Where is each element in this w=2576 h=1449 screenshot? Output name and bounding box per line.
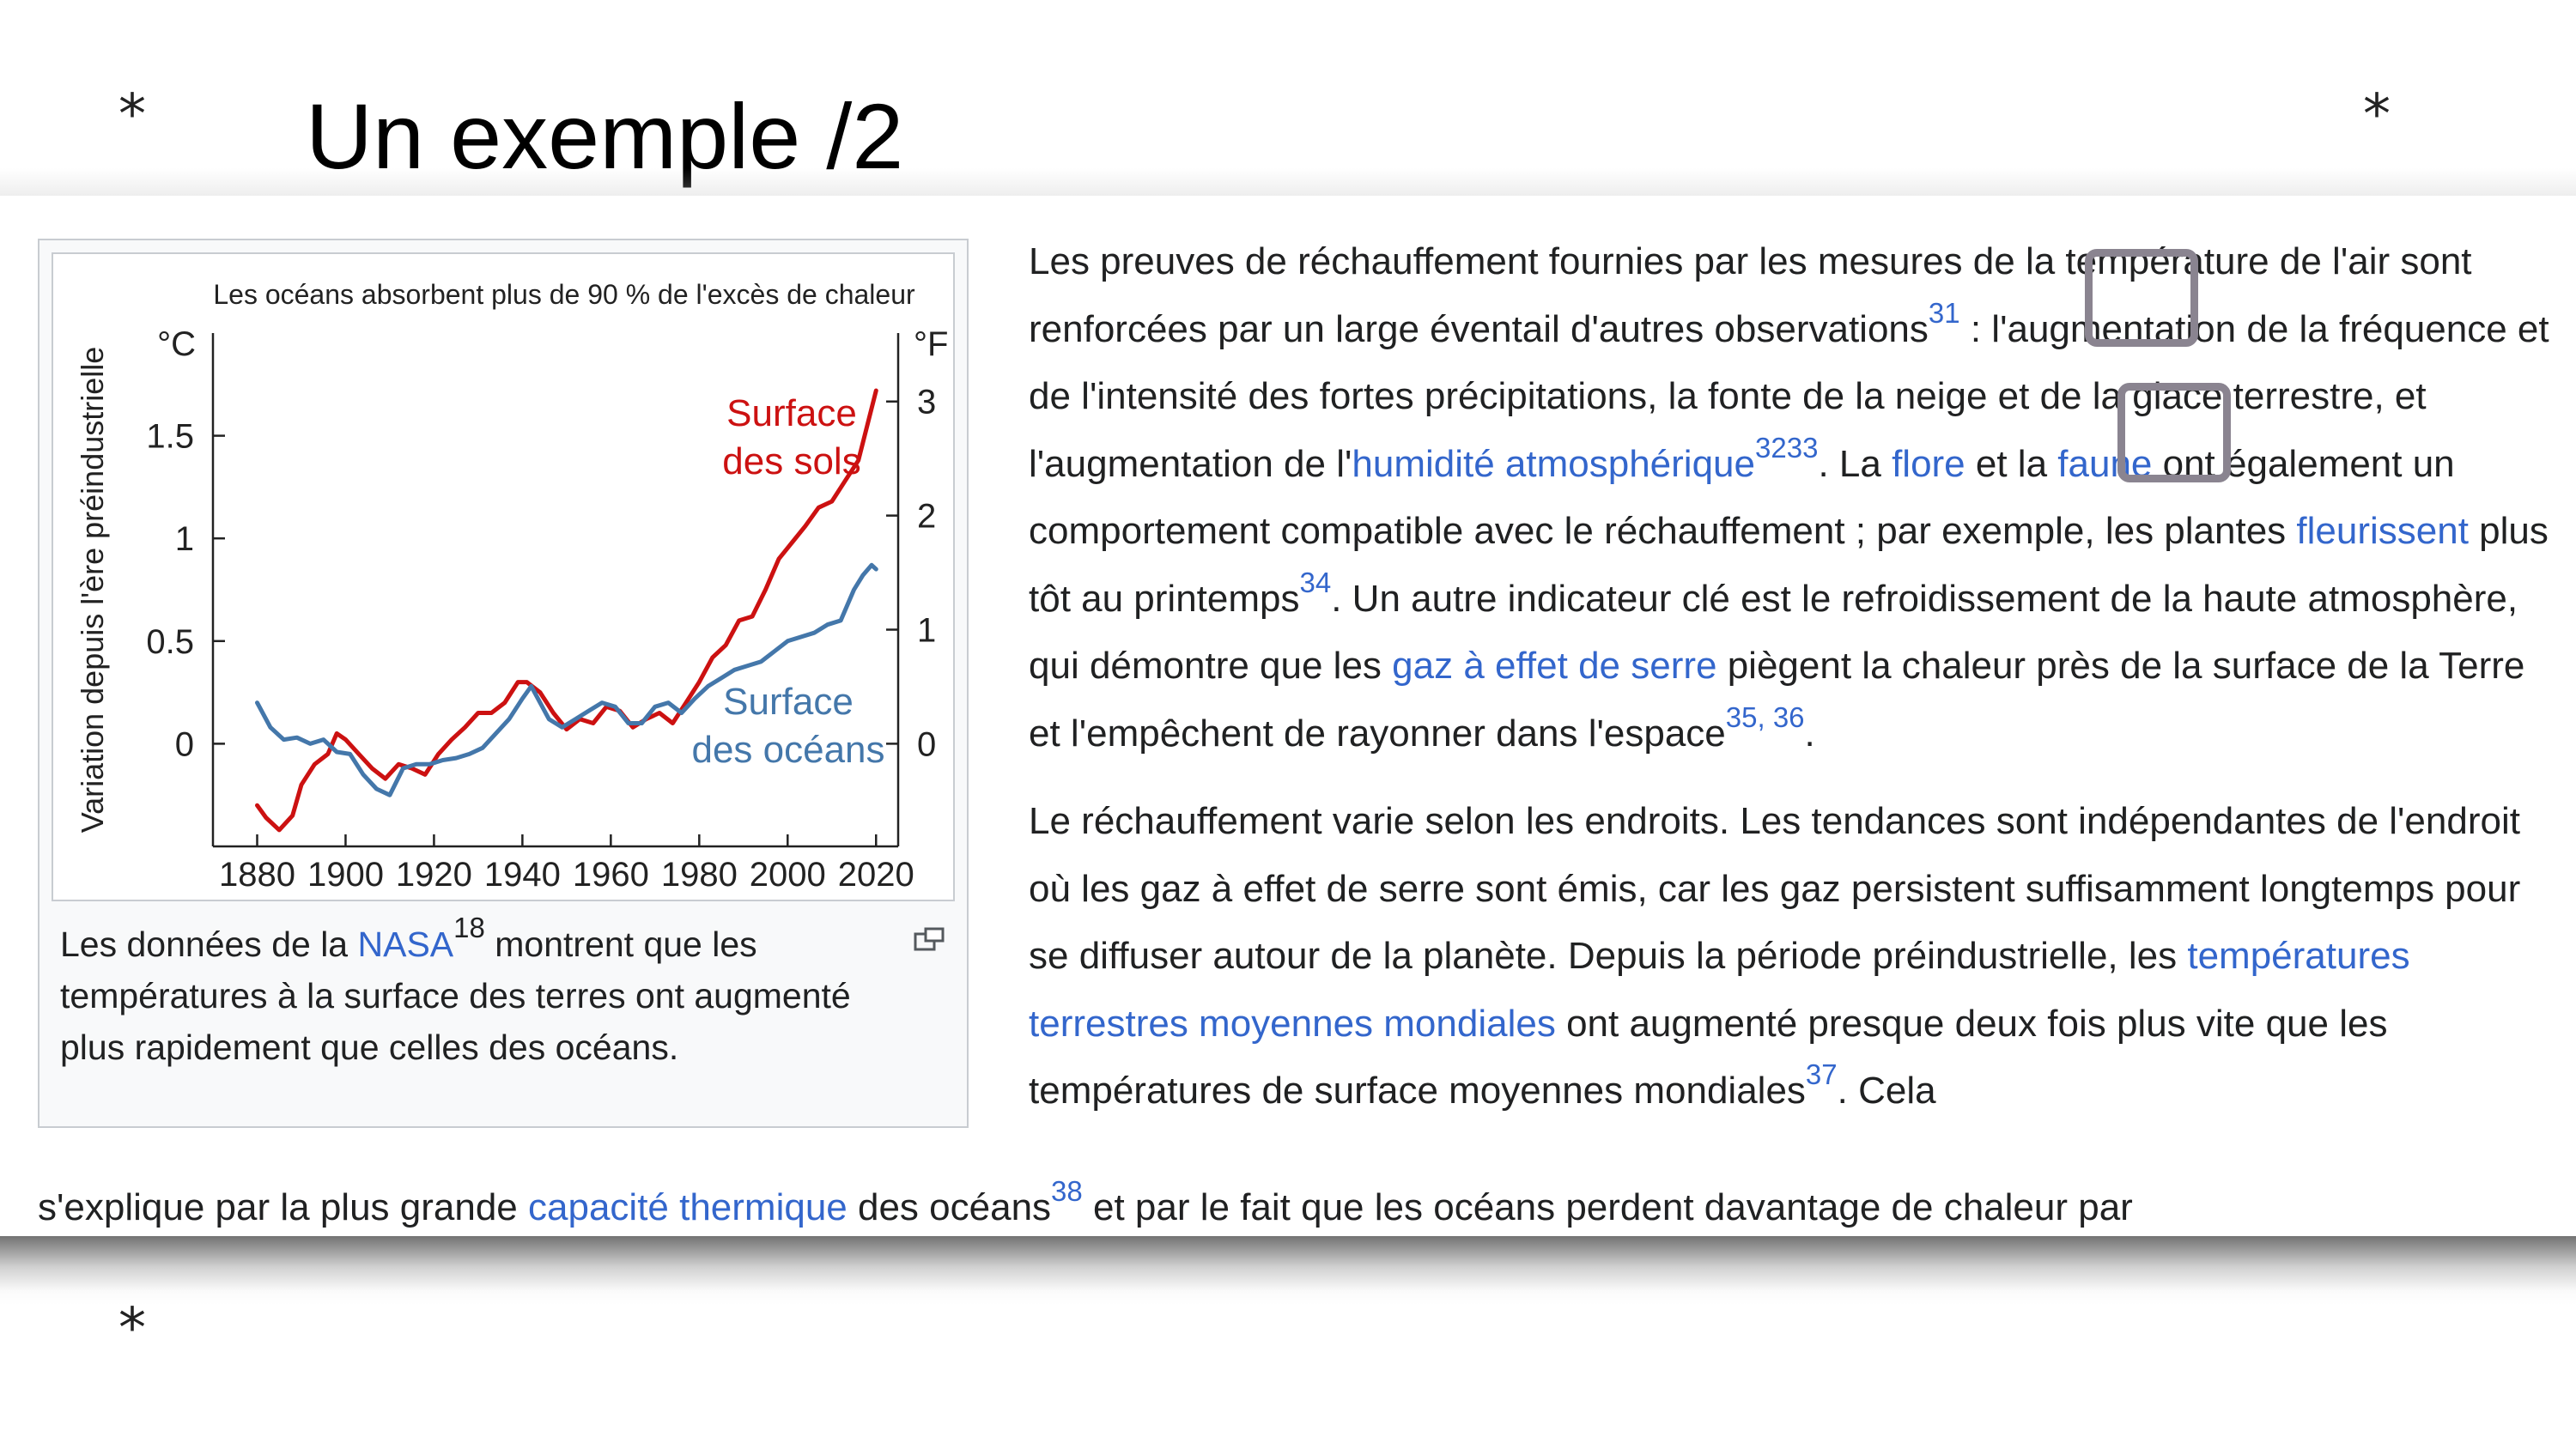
series-label-sols-line1: Surface bbox=[726, 392, 857, 434]
x-tick-label: 1980 bbox=[661, 856, 738, 894]
y-tick-label-right: 0 bbox=[917, 725, 936, 763]
reference-33[interactable]: 33 bbox=[1786, 431, 1819, 464]
caption-text: Les données de la bbox=[60, 925, 358, 964]
paragraph-text: . Un autre indicateur clé est le refroid… bbox=[1029, 577, 2518, 688]
series-label-oceans-line1: Surface bbox=[723, 681, 854, 723]
slide-title: Un exemple /2 bbox=[306, 84, 904, 188]
x-tick-label: 1920 bbox=[396, 856, 472, 894]
paragraph-text: s'explique par la plus grande bbox=[38, 1186, 528, 1228]
y-tick-label-left: 0 bbox=[175, 725, 194, 763]
figure-caption: Les données de la NASA18 montrent que le… bbox=[60, 913, 919, 1073]
reference-32[interactable]: 32 bbox=[1755, 431, 1787, 464]
paragraph-text: . La bbox=[1818, 442, 1893, 485]
y-unit-left: °C bbox=[157, 325, 196, 363]
nasa-link[interactable]: NASA bbox=[357, 925, 454, 964]
paragraph-text: plus tôt au printemps bbox=[1029, 510, 2549, 620]
article-body: Les preuves de réchauffement fournies pa… bbox=[1029, 228, 2559, 1125]
paragraph-text: Les preuves de réchauffement fournies pa… bbox=[1029, 240, 2472, 350]
x-tick-label: 1940 bbox=[484, 856, 561, 894]
paragraph-text: et la bbox=[1965, 442, 2058, 485]
decorative-star-bottom-left: * bbox=[118, 1297, 146, 1361]
link-temperatures-terrestres[interactable]: températures terrestres moyennes mondial… bbox=[1029, 935, 2410, 1045]
series-line-surface-des-oceans bbox=[255, 562, 878, 797]
paragraph-2: Le réchauffement varie selon les endroit… bbox=[1029, 788, 2559, 1125]
temperature-chart: Les océans absorbent plus de 90 % de l'e… bbox=[75, 279, 948, 894]
chart-title: Les océans absorbent plus de 90 % de l'e… bbox=[213, 279, 915, 310]
reference-18[interactable]: 18 bbox=[453, 912, 485, 943]
paragraph-text: Le réchauffement varie selon les endroit… bbox=[1029, 800, 2521, 977]
y-tick-label-left: 1.5 bbox=[146, 418, 194, 456]
paragraph-text: . bbox=[1804, 712, 1815, 755]
paragraph-1: Les preuves de réchauffement fournies pa… bbox=[1029, 228, 2559, 767]
y-tick-label-right: 3 bbox=[917, 384, 936, 421]
wikipedia-screenshot: Les océans absorbent plus de 90 % de l'e… bbox=[0, 196, 2576, 1241]
link-humidite-atmospherique[interactable]: humidité atmosphérique bbox=[1352, 442, 1755, 485]
figure-thumbnail: Les océans absorbent plus de 90 % de l'e… bbox=[38, 239, 969, 1128]
caption-text-2: montrent que les températures à la surfa… bbox=[60, 925, 851, 1067]
link-gaz-a-effet-de-serre[interactable]: gaz à effet de serre bbox=[1392, 645, 1717, 687]
screenshot-top-shadow bbox=[0, 168, 2576, 199]
paragraph-text: : l'augmentation de la fréquence et de l… bbox=[1029, 307, 2549, 485]
paragraph-text: . Cela bbox=[1837, 1070, 1936, 1112]
x-tick-label: 1900 bbox=[307, 856, 384, 894]
x-tick-label: 2000 bbox=[750, 856, 826, 894]
reference-38[interactable]: 38 bbox=[1051, 1175, 1083, 1207]
paragraph-text: des océans bbox=[847, 1186, 1052, 1228]
paragraph-text: ont augmenté presque deux fois plus vite… bbox=[1029, 1002, 2388, 1113]
reference-separator: , bbox=[1757, 700, 1773, 733]
link-flore[interactable]: flore bbox=[1892, 442, 1965, 485]
reference-31[interactable]: 31 bbox=[1928, 296, 1960, 329]
link-capacite-thermique[interactable]: capacité thermique bbox=[528, 1186, 848, 1228]
highlight-box-reference-31 bbox=[2085, 249, 2198, 347]
reference-36[interactable]: 36 bbox=[1772, 700, 1805, 733]
x-tick-label: 1960 bbox=[573, 856, 649, 894]
x-tick-label: 2020 bbox=[838, 856, 914, 894]
paragraph-text: et par le fait que les océans perdent da… bbox=[1082, 1186, 2133, 1228]
screenshot-bottom-shadow bbox=[0, 1236, 2576, 1305]
y-tick-label-left: 1 bbox=[175, 520, 194, 558]
reference-37[interactable]: 37 bbox=[1805, 1058, 1838, 1090]
series-label-oceans-line2: des océans bbox=[691, 729, 884, 771]
reference-34[interactable]: 34 bbox=[1299, 566, 1332, 598]
paragraph-text: piègent la chaleur près de la surface de… bbox=[1029, 645, 2525, 755]
reference-35[interactable]: 35 bbox=[1725, 700, 1758, 733]
chart-frame[interactable]: Les océans absorbent plus de 90 % de l'e… bbox=[52, 252, 955, 901]
y-tick-label-right: 1 bbox=[917, 612, 936, 650]
series-line-surface-des-sols bbox=[255, 388, 878, 833]
enlarge-icon[interactable] bbox=[914, 927, 945, 953]
paragraph-3: s'explique par la plus grande capacité t… bbox=[38, 1174, 2133, 1241]
series-label-sols-line2: des sols bbox=[722, 440, 860, 482]
highlight-box-reference-32 bbox=[2117, 383, 2231, 482]
y-tick-label-right: 2 bbox=[917, 498, 936, 536]
decorative-star-top-right: * bbox=[2363, 83, 2391, 147]
y-unit-right: °F bbox=[914, 325, 948, 363]
decorative-star-top-left: * bbox=[118, 83, 146, 147]
y-axis-label: Variation depuis l'ère préindustrielle bbox=[75, 347, 110, 834]
x-tick-label: 1880 bbox=[219, 856, 295, 894]
y-tick-label-left: 0.5 bbox=[146, 623, 194, 661]
link-fleurissent[interactable]: fleurissent bbox=[2296, 510, 2469, 552]
